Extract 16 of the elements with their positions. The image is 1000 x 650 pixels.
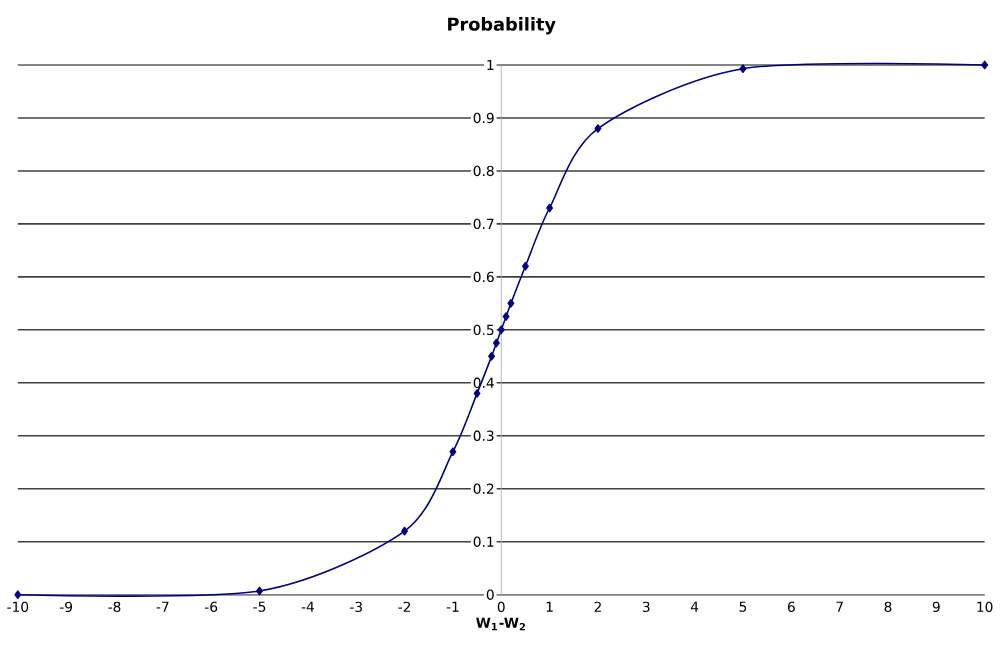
point xyxy=(449,447,457,457)
point xyxy=(256,586,263,596)
point xyxy=(981,60,989,70)
point xyxy=(502,312,510,322)
point xyxy=(497,325,505,335)
point xyxy=(546,203,554,213)
point xyxy=(521,262,529,271)
point xyxy=(473,389,481,398)
point xyxy=(492,338,500,348)
point xyxy=(14,590,22,600)
point xyxy=(507,299,515,308)
point xyxy=(739,64,747,74)
point xyxy=(594,124,602,133)
chart-title: Probability xyxy=(448,17,556,35)
point xyxy=(488,352,496,361)
point xyxy=(401,526,409,536)
